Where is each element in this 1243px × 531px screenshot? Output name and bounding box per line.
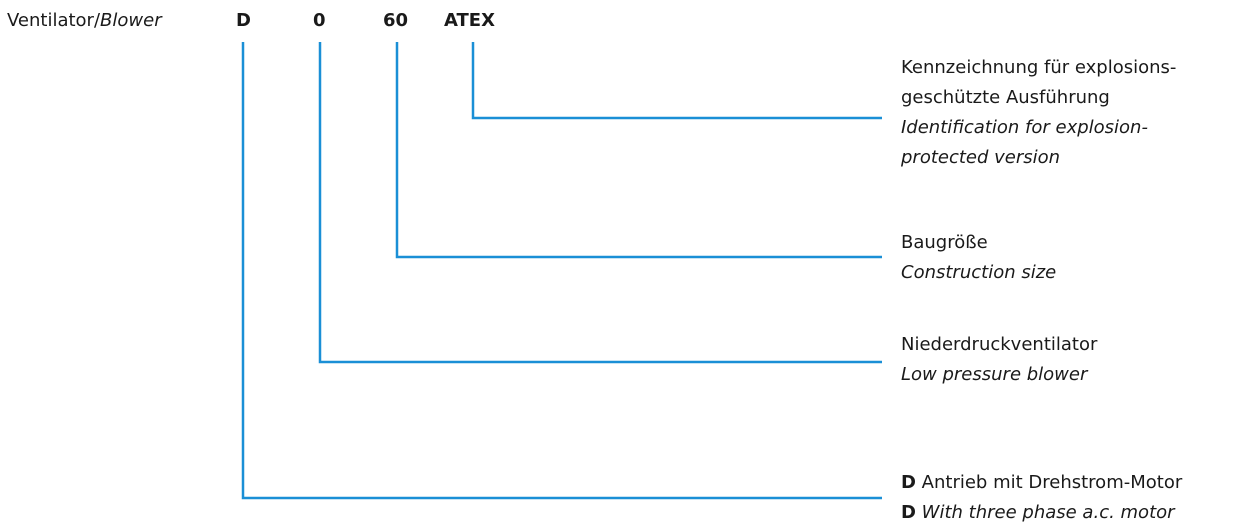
- description-atex-de-1: Kennzeichnung für explosions-: [901, 57, 1177, 78]
- code-segment-drive: D: [236, 10, 251, 31]
- description-pressure-de: Niederdruckventilator: [901, 334, 1098, 355]
- description-pressure-en: Low pressure blower: [901, 364, 1088, 385]
- type-code-label: Ventilator/Blower: [7, 8, 162, 34]
- type-code-label-de: Ventilator/: [7, 10, 101, 31]
- type-code-label-en: Blower: [100, 10, 162, 31]
- description-drive-de: D Antrieb mit Drehstrom-Motor: [901, 468, 1182, 498]
- description-atex-en-2: protected version: [901, 147, 1061, 168]
- description-atex: Kennzeichnung für explosions- geschützte…: [901, 53, 1176, 173]
- description-drive-en-code: D: [901, 502, 916, 523]
- description-size-de: Baugröße: [901, 232, 988, 253]
- connector-drive: [241, 42, 882, 500]
- code-segment-size: 60: [383, 10, 409, 31]
- connector-pressure: [318, 42, 882, 364]
- description-drive-de-text: Antrieb mit Drehstrom-Motor: [915, 472, 1183, 493]
- description-pressure: Niederdruckventilator Low pressure blowe…: [901, 330, 1097, 390]
- description-drive-en: D With three phase a.c. motor: [901, 498, 1182, 528]
- description-atex-en-1: Identification for explosion-: [901, 117, 1148, 138]
- description-drive: D Antrieb mit Drehstrom-Motor D With thr…: [901, 468, 1182, 528]
- description-size-en: Construction size: [901, 262, 1057, 283]
- description-atex-de-2: geschützte Ausführung: [901, 87, 1110, 108]
- description-size: Baugröße Construction size: [901, 228, 1056, 288]
- code-segment-atex: ATEX: [444, 10, 495, 31]
- description-drive-de-code: D: [901, 472, 916, 493]
- connector-atex: [471, 42, 882, 120]
- code-segment-pressure: 0: [313, 10, 326, 31]
- connector-size: [395, 42, 882, 259]
- description-drive-en-text: With three phase a.c. motor: [915, 502, 1175, 523]
